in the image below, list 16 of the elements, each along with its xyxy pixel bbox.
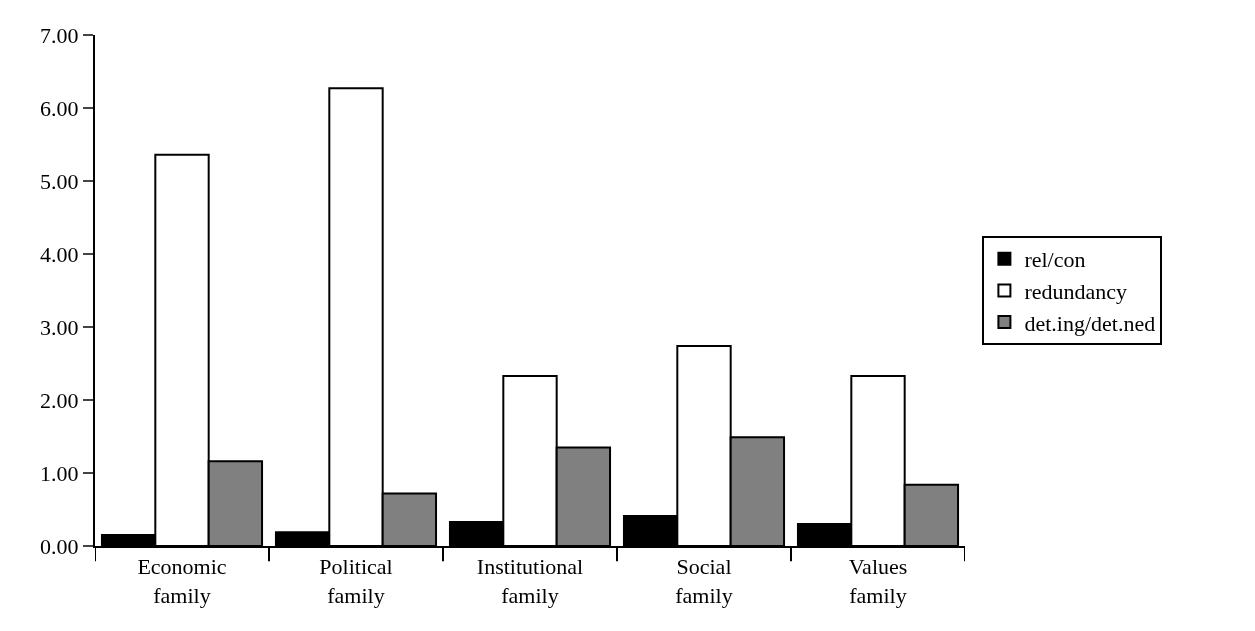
x-tick-label: Economic family [137, 554, 227, 608]
y-tick-label: 4.00 [40, 241, 79, 267]
x-tick-label: Political family [319, 554, 393, 608]
x-tick-label: Values family [848, 554, 908, 608]
y-tick-label: 6.00 [40, 95, 79, 121]
x-tick-label: Institutional family [476, 554, 584, 608]
y-tick-label: 0.00 [40, 533, 79, 559]
legend-label: det.ing/det.ned [1024, 310, 1156, 336]
legend-label: redundancy [1024, 278, 1128, 304]
x-tick-label: Social family [675, 554, 733, 608]
y-tick-label: 5.00 [40, 168, 79, 194]
y-tick-label: 2.00 [40, 387, 79, 413]
y-tick-label: 1.00 [40, 460, 79, 486]
legend-label: rel/con [1024, 247, 1086, 273]
y-tick-label: 3.00 [40, 314, 79, 340]
y-tick-label: 7.00 [40, 22, 79, 48]
